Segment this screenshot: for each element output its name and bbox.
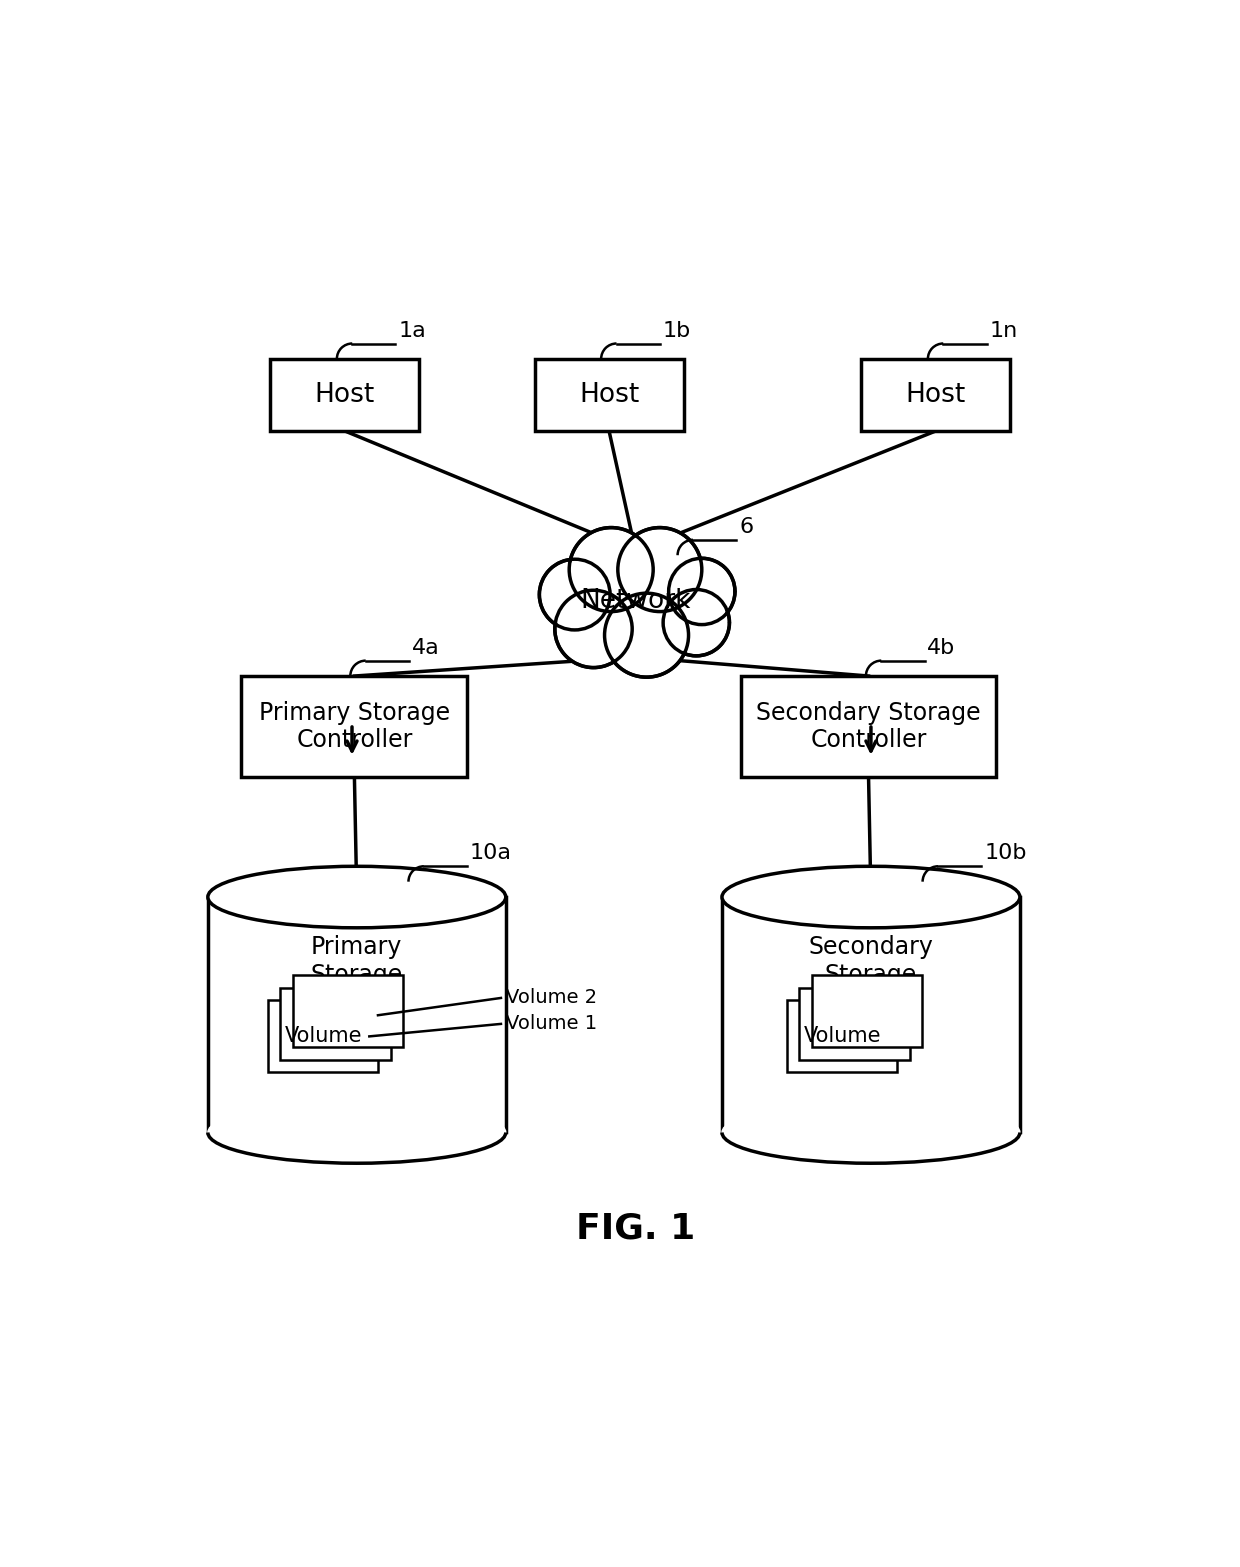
Text: Host: Host xyxy=(315,382,374,407)
Text: Volume 2: Volume 2 xyxy=(506,989,596,1008)
FancyBboxPatch shape xyxy=(270,359,419,431)
FancyBboxPatch shape xyxy=(242,675,467,777)
Text: Secondary
Storage: Secondary Storage xyxy=(808,935,934,987)
FancyBboxPatch shape xyxy=(534,359,683,431)
Text: Host: Host xyxy=(579,382,639,407)
Bar xyxy=(208,896,506,1133)
Ellipse shape xyxy=(208,1102,506,1163)
Ellipse shape xyxy=(722,867,1021,928)
Text: FIG. 1: FIG. 1 xyxy=(575,1211,696,1246)
FancyBboxPatch shape xyxy=(268,1000,378,1072)
Circle shape xyxy=(618,528,702,611)
Text: 4b: 4b xyxy=(928,638,956,658)
Circle shape xyxy=(569,528,653,611)
Circle shape xyxy=(539,559,610,630)
Text: 1b: 1b xyxy=(662,321,691,340)
Bar xyxy=(722,896,1019,1133)
Text: Host: Host xyxy=(905,382,966,407)
Text: Primary
Storage: Primary Storage xyxy=(311,935,403,987)
Circle shape xyxy=(605,594,688,677)
Ellipse shape xyxy=(208,867,506,928)
Text: 4a: 4a xyxy=(412,638,439,658)
Text: Primary Storage
Controller: Primary Storage Controller xyxy=(259,700,450,752)
FancyBboxPatch shape xyxy=(862,359,1011,431)
Text: 1n: 1n xyxy=(990,321,1018,340)
Text: 10a: 10a xyxy=(470,843,512,863)
Circle shape xyxy=(663,589,729,657)
Ellipse shape xyxy=(722,1102,1021,1163)
FancyBboxPatch shape xyxy=(812,975,923,1047)
Text: Volume: Volume xyxy=(804,1026,880,1047)
FancyBboxPatch shape xyxy=(293,975,403,1047)
Text: 2a: 2a xyxy=(275,694,304,715)
Text: 1a: 1a xyxy=(398,321,427,340)
Text: Secondary Storage
Controller: Secondary Storage Controller xyxy=(756,700,981,752)
Text: 2b: 2b xyxy=(924,694,952,715)
FancyBboxPatch shape xyxy=(280,987,391,1059)
Text: Volume 1: Volume 1 xyxy=(506,1014,596,1033)
Text: Volume: Volume xyxy=(284,1026,362,1047)
FancyBboxPatch shape xyxy=(742,675,996,777)
Bar xyxy=(538,566,733,647)
Circle shape xyxy=(554,591,632,668)
Circle shape xyxy=(668,558,735,625)
Text: 6: 6 xyxy=(739,517,753,537)
FancyBboxPatch shape xyxy=(787,1000,898,1072)
Text: Network: Network xyxy=(580,588,691,614)
FancyBboxPatch shape xyxy=(800,987,910,1059)
Text: 10b: 10b xyxy=(985,843,1027,863)
